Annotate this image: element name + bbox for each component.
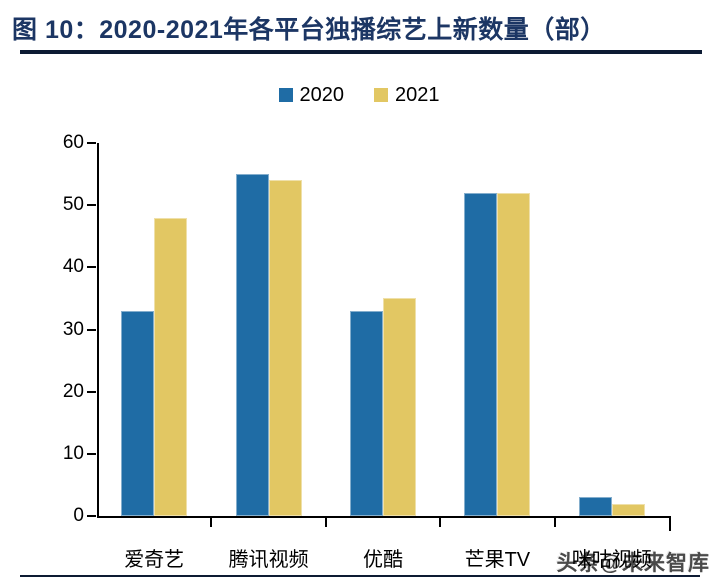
y-axis-tick-label-40: 40 xyxy=(62,256,84,278)
x-axis-tick-4 xyxy=(553,518,556,527)
x-axis-label-2: 优酷 xyxy=(362,549,403,571)
plot-area xyxy=(97,143,671,518)
legend-label-2021: 2021 xyxy=(395,83,440,106)
legend-swatch-2020 xyxy=(278,88,293,102)
legend-label-2020: 2020 xyxy=(299,83,345,106)
bar-group-0 xyxy=(97,143,211,516)
watermark: 头条@未来智库 xyxy=(556,552,710,575)
y-axis-tick-30 xyxy=(87,328,96,331)
y-axis-tick-20 xyxy=(87,390,96,393)
y-axis-tick-50 xyxy=(87,204,96,207)
bar-2020-4 xyxy=(578,497,612,516)
y-axis-tick-label-10: 10 xyxy=(62,442,84,464)
x-axis-tick-3 xyxy=(439,518,442,527)
x-axis-label-4: 咪咕视频 xyxy=(571,549,652,571)
figure-title: 图 10：2020-2021年各平台独播综艺上新数量（部） xyxy=(12,16,606,44)
bar-group-1 xyxy=(211,143,325,516)
y-axis-tick-label-50: 50 xyxy=(62,194,84,216)
bar-2021-0 xyxy=(154,217,188,516)
y-axis-tick-label-20: 20 xyxy=(62,380,84,402)
x-axis-label-1: 腾讯视频 xyxy=(228,549,309,571)
x-axis-label-0: 爱奇艺 xyxy=(124,549,185,571)
y-axis-tick-40 xyxy=(87,266,96,269)
legend: 2020 2021 xyxy=(0,83,718,107)
bar-2020-3 xyxy=(464,192,498,516)
bar-2021-4 xyxy=(611,503,645,516)
bar-2021-1 xyxy=(268,180,302,516)
bar-2020-2 xyxy=(349,310,383,516)
y-axis-tick-label-0: 0 xyxy=(73,505,84,526)
bar-2020-0 xyxy=(121,310,155,516)
legend-swatch-2021 xyxy=(374,88,388,102)
y-axis-tick-label-30: 30 xyxy=(62,318,84,340)
title-rule xyxy=(20,50,702,54)
bar-group-4 xyxy=(555,143,669,516)
y-axis-tick-10 xyxy=(87,452,96,455)
y-axis-tick-0 xyxy=(87,515,96,517)
bar-2021-2 xyxy=(382,298,416,516)
bottom-rule xyxy=(20,575,700,577)
x-axis-end-tick xyxy=(669,518,671,531)
x-axis-tick-1 xyxy=(210,518,213,527)
bar-group-2 xyxy=(326,143,440,516)
y-axis-tick-60 xyxy=(87,142,96,144)
x-axis-tick-2 xyxy=(324,518,327,527)
x-axis-label-3: 芒果TV xyxy=(464,549,531,571)
legend-item-2020: 2020 xyxy=(278,83,345,107)
legend-item-2021: 2021 xyxy=(374,84,440,107)
y-axis-tick-label-60: 60 xyxy=(62,132,84,153)
bar-group-3 xyxy=(440,143,554,516)
bar-2020-1 xyxy=(235,174,269,516)
bar-2021-3 xyxy=(497,192,531,516)
